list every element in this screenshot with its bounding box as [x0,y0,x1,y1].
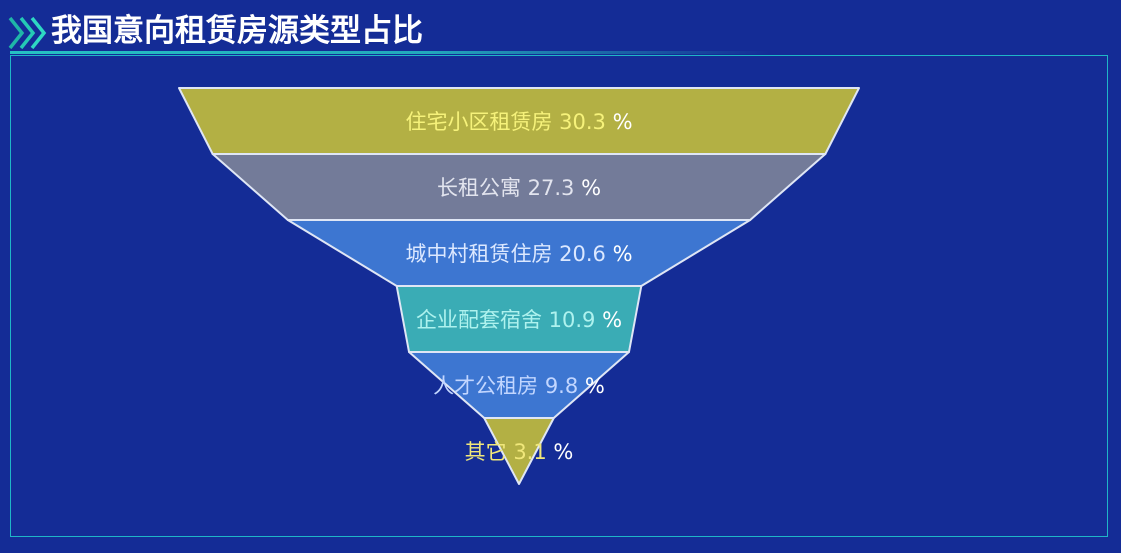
double-chevron-icon [8,16,47,50]
chart-header: 我国意向租赁房源类型占比 [0,0,1121,54]
funnel-label-6: 其它 3.1 % [465,440,574,464]
funnel-segment-6[interactable] [483,417,555,485]
funnel-label-3: 城中村租赁住房 20.6 % [405,242,632,266]
funnel-label-1: 住宅小区租赁房 30.3 % [405,110,632,134]
funnel-label-2: 长租公寓 27.3 % [437,176,601,200]
title-underline [10,51,770,54]
chart-title: 我国意向租赁房源类型占比 [51,13,423,49]
chart-panel [10,55,1108,537]
funnel-label-4: 企业配套宿舍 10.9 % [416,308,622,332]
funnel-label-5: 人才公租房 9.8 % [433,374,605,398]
